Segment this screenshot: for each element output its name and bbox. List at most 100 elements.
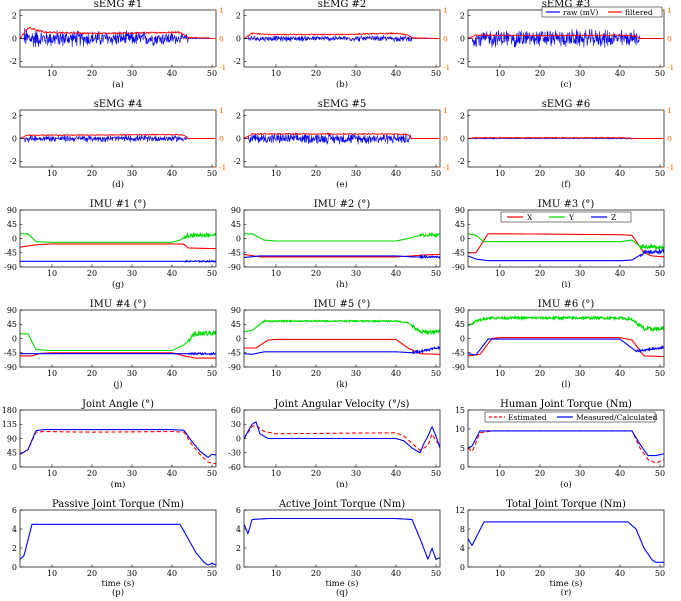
x-tick-label: 40 xyxy=(391,569,401,578)
y-tick-label: -30 xyxy=(228,449,241,458)
panel-caption: (o) xyxy=(560,479,572,490)
panel-caption: (f) xyxy=(561,179,571,190)
x-tick-label: 20 xyxy=(87,169,97,178)
x-tick-label: 50 xyxy=(207,369,217,378)
y-tick-label: -2 xyxy=(457,157,465,166)
y-tick-label: 0 xyxy=(12,134,17,143)
panel-title: sEMG #6 xyxy=(542,99,591,110)
x-tick-label: 30 xyxy=(575,469,585,478)
panel-emg1: sEMG #1 (a) 10 20 30 40 50 -2 0 2 -1 0 1 xyxy=(9,0,226,90)
y2-tick-label: 1 xyxy=(667,106,672,115)
y-tick-label: 135 xyxy=(2,420,17,429)
y2-tick-label: -1 xyxy=(219,63,226,72)
x-tick-label: 30 xyxy=(575,269,585,278)
y-tick-label: 0 xyxy=(12,334,17,343)
y-tick-label: -90 xyxy=(452,363,465,372)
x-tick-label: 40 xyxy=(167,469,177,478)
y-tick-label: -45 xyxy=(228,249,241,258)
panel-title: Total Joint Torque (Nm) xyxy=(506,499,626,510)
x-tick-label: 30 xyxy=(575,69,585,78)
x-tick-label: 50 xyxy=(655,569,665,578)
series-x xyxy=(468,337,664,358)
legend: Estimated Measured/Calculated xyxy=(484,411,658,423)
x-tick-label: 50 xyxy=(207,269,217,278)
y-tick-label: 90 xyxy=(455,306,465,315)
x-tick-label: 30 xyxy=(351,469,361,478)
panel-angle: Joint Angle (°) (m) 10 20 30 40 50 0 45 90 135 180 xyxy=(2,399,217,490)
y-tick-label: 2 xyxy=(460,112,465,121)
y2-tick-label: 0 xyxy=(443,34,448,43)
x-tick-label: 20 xyxy=(311,469,321,478)
panel-title: IMU #4 (°) xyxy=(90,299,147,310)
panel-caption: (e) xyxy=(336,179,348,190)
panel-caption: (g) xyxy=(112,279,124,290)
panel-title: IMU #5 (°) xyxy=(314,299,371,310)
y-tick-label: 2 xyxy=(460,12,465,21)
series-y xyxy=(244,318,440,336)
panel-caption: (a) xyxy=(112,79,124,90)
y-tick-label: 45 xyxy=(7,220,17,229)
x-tick-label: 50 xyxy=(431,69,441,78)
x-tick-label: 10 xyxy=(47,169,57,178)
x-tick-label: 50 xyxy=(655,369,665,378)
x-tick-label: 10 xyxy=(47,369,57,378)
x-tick-label: 50 xyxy=(431,269,441,278)
x-tick-label: 30 xyxy=(351,369,361,378)
panel-imu2: IMU #2 (°) (h) 10 20 30 40 50 -90 -45 0 45 90 xyxy=(228,199,441,290)
x-tick-label: 20 xyxy=(311,69,321,78)
series-active xyxy=(244,517,440,561)
y-tick-label: -90 xyxy=(228,263,241,272)
legend-label: X xyxy=(527,213,533,222)
y-tick-label: -60 xyxy=(228,463,241,472)
y-tick-label: 45 xyxy=(7,320,17,329)
series-x xyxy=(20,352,216,359)
panel-title: IMU #6 (°) xyxy=(538,299,595,310)
y-tick-label: 0 xyxy=(460,234,465,243)
y2-tick-label: -1 xyxy=(443,63,450,72)
y-tick-label: 0 xyxy=(236,434,241,443)
panel-emg4: sEMG #4 (d) 10 20 30 40 50 -2 0 2 -1 0 1 xyxy=(9,99,226,190)
y-tick-label: 0 xyxy=(12,563,17,572)
y-tick-label: -2 xyxy=(9,157,17,166)
panel-emg5: sEMG #5 (e) 10 20 30 40 50 -2 0 2 -1 0 1 xyxy=(233,99,450,190)
x-tick-label: 30 xyxy=(127,69,137,78)
x-tick-label: 30 xyxy=(351,69,361,78)
panel-caption: (j) xyxy=(113,379,122,390)
series-filtered xyxy=(244,32,440,40)
x-tick-label: 10 xyxy=(271,369,281,378)
panel-caption: (r) xyxy=(561,587,572,598)
x-tick-label: 50 xyxy=(431,469,441,478)
y2-tick-label: 1 xyxy=(667,6,672,15)
y-tick-label: 12 xyxy=(455,506,465,515)
series-estimated xyxy=(244,424,440,451)
y-tick-label: 0 xyxy=(460,334,465,343)
series-raw xyxy=(20,134,216,144)
y-tick-label: -2 xyxy=(233,57,241,66)
y-tick-label: -45 xyxy=(4,349,17,358)
x-tick-label: 30 xyxy=(351,269,361,278)
x-tick-label: 40 xyxy=(167,569,177,578)
series-y xyxy=(20,329,216,352)
x-tick-label: 10 xyxy=(495,169,505,178)
panel-emg6: sEMG #6 (f) 10 20 30 40 50 -2 0 2 -1 0 1 xyxy=(457,99,674,190)
y2-tick-label: 0 xyxy=(219,134,224,143)
y-tick-label: 45 xyxy=(231,220,241,229)
series-passive xyxy=(20,523,216,566)
y-tick-label: 45 xyxy=(455,320,465,329)
x-tick-label: 10 xyxy=(47,569,57,578)
series-filtered xyxy=(20,133,216,139)
axes-box xyxy=(467,509,665,568)
panel-caption: (b) xyxy=(336,79,348,90)
panel-title: sEMG #4 xyxy=(94,99,143,110)
panel-title: sEMG #2 xyxy=(318,0,367,10)
series-x xyxy=(244,338,440,355)
x-tick-label: 10 xyxy=(271,269,281,278)
y-tick-label: 2 xyxy=(12,12,17,21)
panel-caption: (l) xyxy=(561,379,570,390)
panel-imu3: IMU #3 (°) (i) 10 20 30 40 50 -90 -45 0 45 90 X Y Z xyxy=(452,199,665,290)
y2-tick-label: 0 xyxy=(443,134,448,143)
legend-label: Y xyxy=(568,213,575,222)
y-tick-label: 0 xyxy=(460,563,465,572)
y-tick-label: -90 xyxy=(4,363,17,372)
x-tick-label: 10 xyxy=(47,469,57,478)
